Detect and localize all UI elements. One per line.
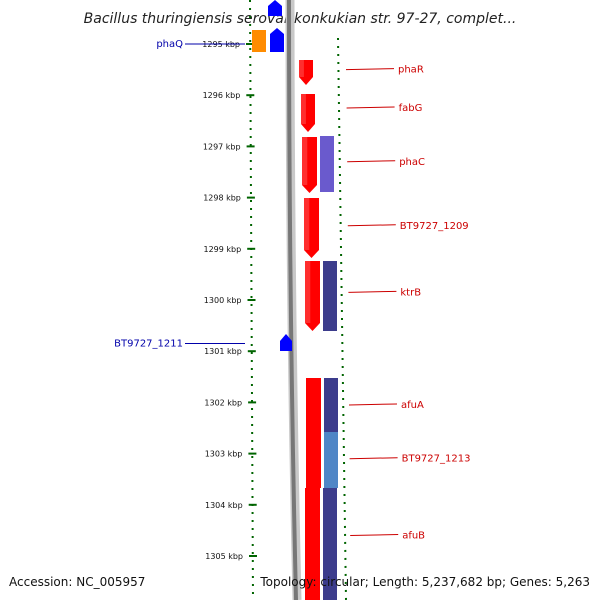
ruler-tick-label: 1301 kbp [204, 347, 242, 356]
gene-BT9727_1211 [280, 334, 292, 351]
gene-phaC [302, 137, 317, 193]
blast-hit-phaC [320, 136, 334, 192]
gene-fabG-shine [301, 94, 306, 124]
gene-label-BT9727_1211: BT9727_1211 [114, 339, 183, 350]
gene-label-phaQ: phaQ [156, 39, 183, 50]
gene-label-afuA: afuA [401, 400, 424, 411]
gene-features [252, 0, 338, 600]
blast-hit-BT9727_1213 [324, 432, 338, 488]
blast-hit-ktrB [323, 261, 337, 331]
gene-label-phaC: phaC [399, 157, 425, 168]
leader-line-phaR [345, 68, 395, 71]
gene-label-afuB: afuB [402, 531, 425, 542]
dotted-guides [249, 0, 347, 600]
gene-phaR-shine [299, 60, 304, 77]
ruler-tick-label: 1296 kbp [203, 91, 241, 100]
gene-fabG [301, 94, 315, 132]
leader-line-BT9727_1209 [347, 224, 396, 227]
accession-label: Accession: NC_005957 [9, 575, 145, 589]
gene-label-BT9727_1209: BT9727_1209 [400, 221, 469, 232]
gene-label-phaR: phaR [398, 65, 424, 76]
topology-label: Topology: circular; Length: 5,237,682 bp… [259, 575, 590, 589]
genome-backbone-core [287, 0, 298, 600]
ruler-tick-label: 1303 kbp [205, 450, 243, 459]
gene-phaC-shine [302, 137, 308, 185]
leader-line-fabG [346, 106, 395, 109]
gene-labels: phaR fabG phaC BT9727_1209 ktrB afuA BT9727_12… [114, 39, 470, 542]
ruler-tick-label: 1298 kbp [203, 194, 241, 203]
gene-label-ktrB: ktrB [400, 287, 421, 298]
ruler-tick-label: 1304 kbp [205, 501, 243, 510]
leader-line-ktrB [348, 290, 397, 293]
leader-line-afuA [348, 403, 398, 406]
gene-BT9727_1209-shine [304, 198, 310, 250]
gene-label-fabG: fabG [399, 103, 423, 114]
ruler-tick-label: 1300 kbp [204, 296, 242, 305]
leader-line-afuB [350, 534, 399, 537]
gene-label-BT9727_1213: BT9727_1213 [402, 454, 471, 465]
leader-line-phaC [347, 160, 396, 163]
blast-hit-afuB [323, 488, 337, 600]
gene-BT9727_1213 [306, 432, 321, 488]
gene-afuA [306, 378, 321, 432]
dotted-guide-right [337, 37, 347, 600]
ruler-tick-label: 1302 kbp [204, 398, 242, 407]
leader-line-BT9727_1213 [349, 457, 398, 460]
ruler-tick-label: 1305 kbp [205, 552, 243, 561]
ruler-tick-label: 1299 kbp [203, 245, 241, 254]
map-title: Bacillus thuringiensis serovar konkukian… [84, 11, 517, 27]
ruler-tick-label: 1297 kbp [203, 142, 241, 151]
gene-phaR [299, 60, 313, 85]
feature-reverse-top [268, 0, 282, 16]
gene-ktrB-shine [305, 261, 311, 323]
gene-ktrB [305, 261, 320, 331]
feature-orange [252, 30, 266, 52]
gene-BT9727_1209 [304, 198, 319, 258]
blast-hit-afuA [324, 378, 338, 432]
gene-phaQ [270, 28, 284, 52]
gene-afuB [305, 488, 320, 600]
